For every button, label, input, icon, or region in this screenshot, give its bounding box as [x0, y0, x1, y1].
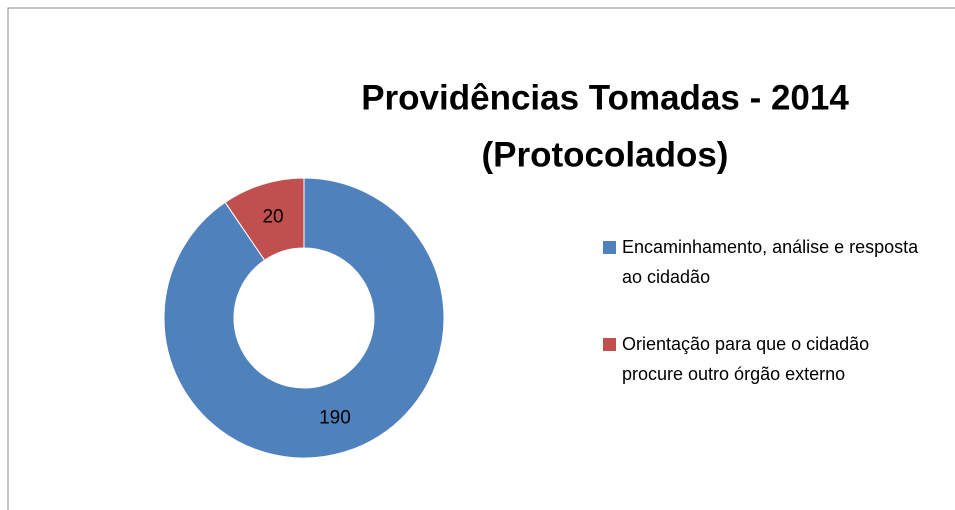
donut-slice	[163, 177, 445, 459]
legend-swatch	[603, 241, 616, 254]
chart-title: (Protocolados)	[482, 135, 729, 174]
legend-swatch	[603, 338, 616, 351]
chart-title: Providências Tomadas - 2014	[361, 78, 849, 117]
legend-label: Encaminhamento, análise e resposta ao ci…	[622, 237, 919, 287]
legend-label: Orientação para que o cidadão procure ou…	[622, 334, 870, 384]
data-label: 190	[319, 407, 351, 428]
legend-entry: Encaminhamento, análise e resposta ao ci…	[603, 232, 923, 292]
chart-border	[7, 7, 955, 510]
donut-slice	[224, 177, 305, 261]
legend-entry: Orientação para que o cidadão procure ou…	[603, 329, 923, 389]
data-label: 20	[262, 207, 283, 228]
